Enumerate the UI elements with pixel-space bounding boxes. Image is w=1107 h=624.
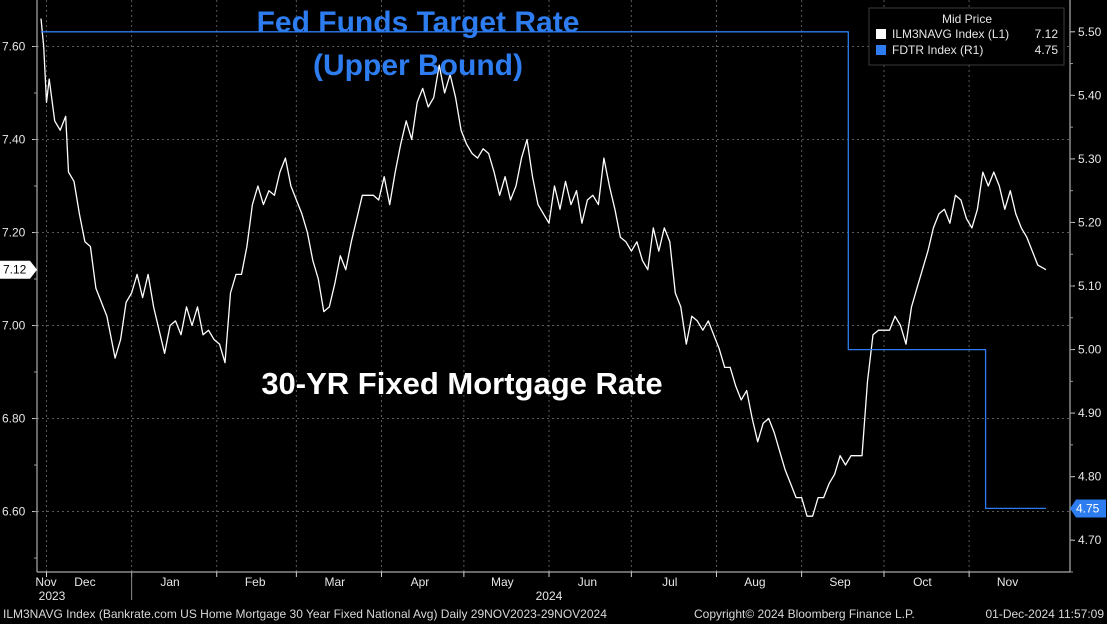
tick-label-left: 6.80 xyxy=(2,412,26,426)
mortgage-rate-title: 30-YR Fixed Mortgage Rate xyxy=(261,366,662,401)
last-value-label-right: 4.75 xyxy=(1076,501,1100,515)
tick-label-left: 7.60 xyxy=(2,40,26,54)
tick-label-right: 5.00 xyxy=(1078,343,1102,357)
tick-label-month: Jun xyxy=(578,575,597,589)
tick-label-right: 4.90 xyxy=(1078,406,1102,420)
series-lines xyxy=(40,18,1047,517)
tick-label-right: 5.50 xyxy=(1078,25,1102,39)
tick-label-right: 5.30 xyxy=(1078,152,1102,166)
tick-label-month: Nov xyxy=(35,575,56,589)
tick-label-month: Sep xyxy=(829,575,851,589)
tick-label-right: 5.20 xyxy=(1078,215,1102,229)
tick-label-month: Jul xyxy=(662,575,677,589)
tick-label-month: Feb xyxy=(245,575,266,589)
tick-label-left: 7.00 xyxy=(2,319,26,333)
footer-description: ILM3NAVG Index (Bankrate.com US Home Mor… xyxy=(3,607,607,621)
tick-label-month: Jan xyxy=(160,575,179,589)
tick-label-year: 2024 xyxy=(536,589,563,603)
legend-value-fed: 4.75 xyxy=(1035,43,1059,57)
last-value-tag-left-shape xyxy=(0,260,37,279)
fed-funds-title-line1: Fed Funds Target Rate xyxy=(257,6,580,39)
axes: 7.60 7.40 7.20 7.00 6.80 6.60 5.50 5.40 5.30 5.20… xyxy=(2,0,1102,603)
legend-box xyxy=(868,7,1065,66)
tick-label-left: 7.40 xyxy=(2,133,26,147)
fed-funds-title-line2: (Upper Bound) xyxy=(313,49,523,82)
legend-label-mortgage: ILM3NAVG Index (L1) xyxy=(892,27,1009,41)
tick-label-month: Apr xyxy=(411,575,430,589)
footer-timestamp: 01-Dec-2024 11:57:09 xyxy=(985,607,1104,621)
tick-label-month: Oct xyxy=(913,575,932,589)
tick-label-month: May xyxy=(491,575,514,589)
footer-copyright: Copyright© 2024 Bloomberg Finance L.P. xyxy=(694,607,915,621)
last-value-label-left: 7.12 xyxy=(3,263,27,277)
tick-label-right: 5.10 xyxy=(1078,279,1102,293)
tick-label-month: Nov xyxy=(997,575,1018,589)
tick-label-year: 2023 xyxy=(39,589,66,603)
legend-value-mortgage: 7.12 xyxy=(1035,27,1059,41)
last-value-tag-left: 7.12 xyxy=(0,260,37,279)
legend-swatch-mortgage xyxy=(876,29,886,39)
last-value-tag-right-shape xyxy=(1070,499,1106,518)
series-line-mortgage-rate xyxy=(40,18,1047,517)
last-value-tag-right: 4.75 xyxy=(1070,499,1106,518)
tick-label-left: 6.60 xyxy=(2,505,26,519)
tick-label-right: 4.80 xyxy=(1078,470,1102,484)
legend: Mid Price ILM3NAVG Index (L1) 7.12 FDTR … xyxy=(868,7,1065,66)
legend-header: Mid Price xyxy=(942,12,992,26)
tick-label-month: Mar xyxy=(324,575,345,589)
gridlines xyxy=(37,0,1070,572)
tick-label-right: 5.40 xyxy=(1078,88,1102,102)
legend-swatch-fed xyxy=(876,45,886,55)
tick-label-right: 4.70 xyxy=(1078,533,1102,547)
tick-label-left: 7.20 xyxy=(2,226,26,240)
tick-label-month: Aug xyxy=(744,575,765,589)
legend-label-fed: FDTR Index (R1) xyxy=(892,43,983,57)
tick-label-month: Dec xyxy=(74,575,95,589)
series-line-fed-funds-rate xyxy=(41,31,1046,510)
